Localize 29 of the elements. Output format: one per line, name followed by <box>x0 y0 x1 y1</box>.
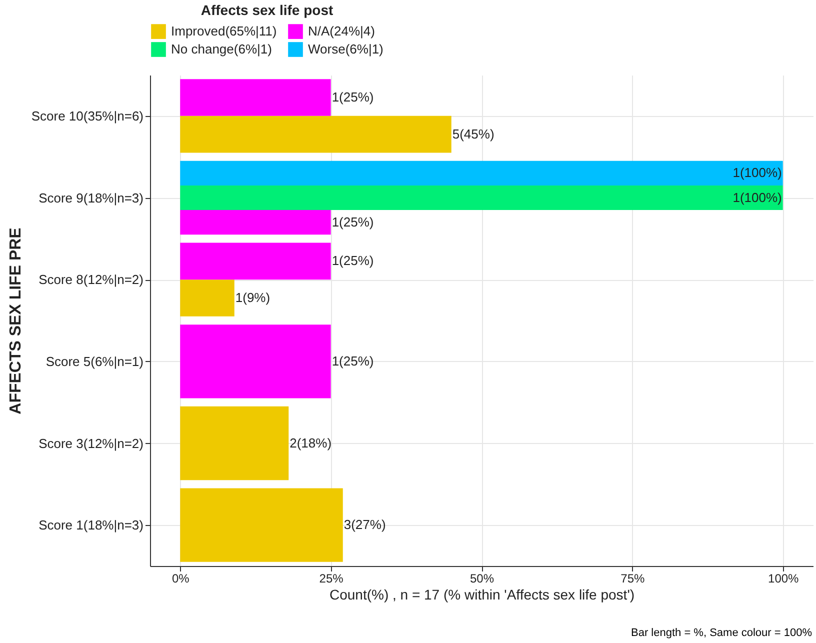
data-label: 1(9%) <box>235 290 270 305</box>
data-label: 1(100%) <box>732 165 782 180</box>
data-label: 1(25%) <box>332 214 374 230</box>
legend-label: Improved(65%|11) <box>171 24 277 39</box>
y-tick-label: Score 3(12%|n=2) <box>38 436 144 451</box>
y-tick-label: Score 10(35%|n=6) <box>31 108 144 124</box>
y-tick-label: Score 8(12%|n=2) <box>38 272 144 288</box>
x-tick-label: 50% <box>470 572 494 586</box>
x-axis-title: Count(%) , n = 17 (% within 'Affects sex life post') <box>329 586 635 602</box>
data-label: 1(25%) <box>332 90 374 105</box>
x-tick-label: 100% <box>768 572 800 586</box>
y-axis-title: AFFECTS SEX LIFE PRE <box>7 227 24 414</box>
y-tick-label: Score 1(18%|n=3) <box>38 518 144 533</box>
x-tick-label: 25% <box>319 572 344 586</box>
data-label: 1(25%) <box>332 353 374 368</box>
legend-label: N/A(24%|4) <box>308 24 375 39</box>
data-label: 3(27%) <box>344 517 386 532</box>
data-label: 1(100%) <box>732 190 782 205</box>
legend-label: No change(6%|1) <box>171 42 272 56</box>
legend-title: Affects sex life post <box>200 2 334 18</box>
x-tick-label: 75% <box>620 572 646 586</box>
y-tick-label: Score 9(18%|n=3) <box>38 190 144 206</box>
text: Bar length = %, Same colour = 100% <box>631 627 812 639</box>
legend-label: Worse(6%|1) <box>308 42 384 56</box>
x-tick-label: 0% <box>172 572 190 586</box>
y-tick-label: Score 5(6%|n=1) <box>46 354 144 369</box>
data-label: 1(25%) <box>332 253 374 268</box>
data-label: 5(45%) <box>452 126 494 142</box>
data-label: 2(18%) <box>290 435 332 450</box>
